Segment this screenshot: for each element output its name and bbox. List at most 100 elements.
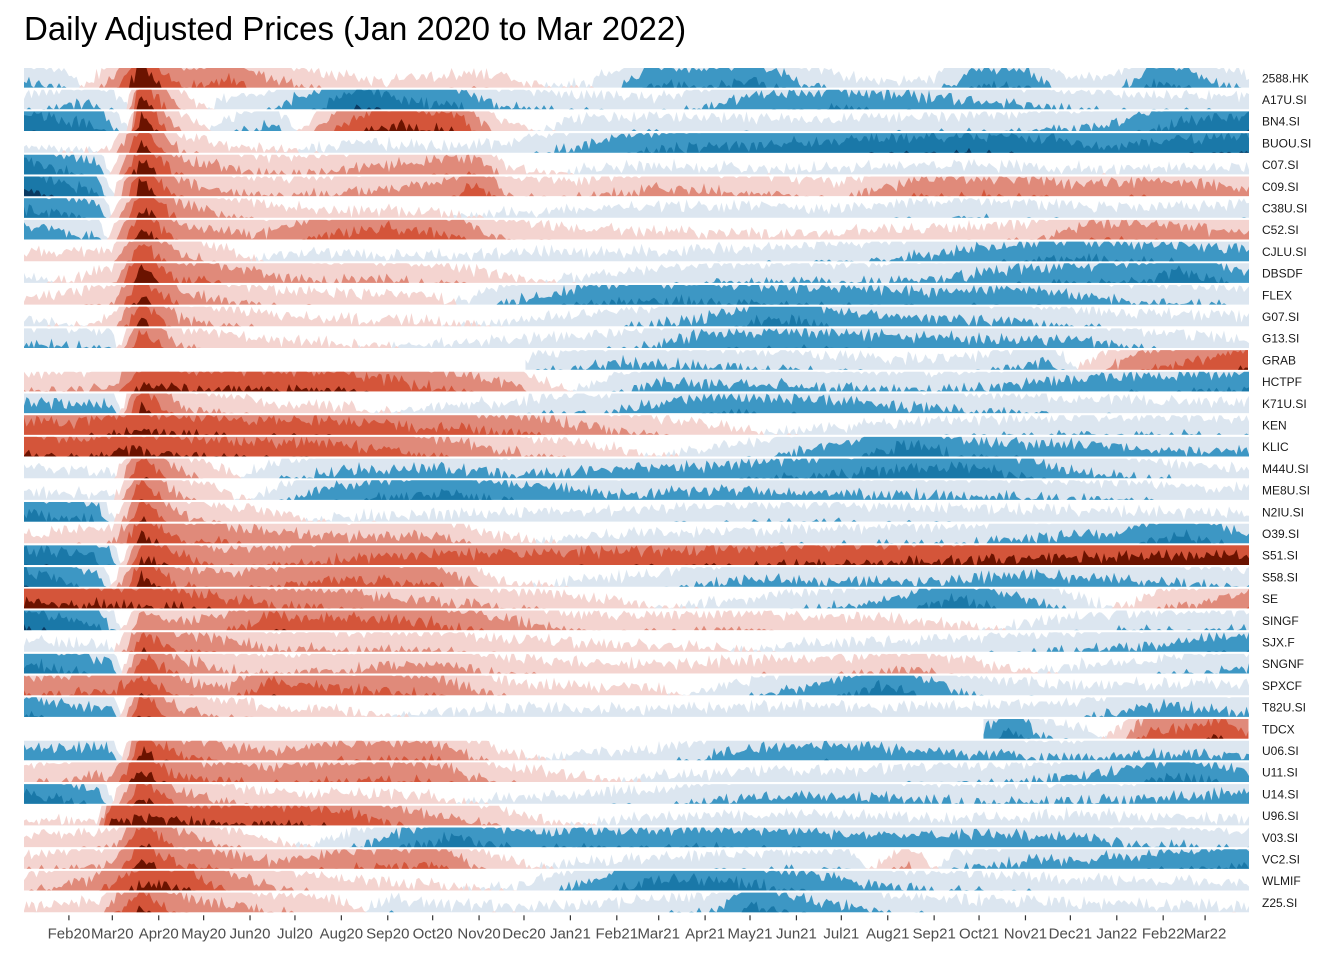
x-tick-label: May20 (181, 925, 226, 942)
positive-band-2 (24, 762, 1249, 782)
negative-band-2 (24, 111, 1249, 131)
series-row (24, 306, 1249, 327)
chart-title: Daily Adjusted Prices (Jan 2020 to Mar 2… (24, 10, 687, 47)
positive-band-3 (24, 873, 1249, 891)
negative-band-4 (24, 596, 1249, 609)
negative-band-2 (24, 762, 1249, 782)
positive-band-2 (24, 632, 1249, 652)
negative-band-1 (24, 285, 1249, 305)
row-label: Z25.SI (1262, 896, 1297, 910)
x-tick-label: Jul20 (277, 925, 313, 942)
series-row (24, 762, 1249, 782)
row-label: TDCX (1262, 722, 1295, 736)
series-row (24, 870, 1249, 891)
negative-band-2 (24, 740, 1249, 761)
positive-band-2 (24, 328, 1249, 348)
series-row (24, 371, 1249, 392)
positive-band-1 (24, 89, 1249, 110)
negative-band-1 (24, 632, 1249, 652)
positive-band-1 (24, 806, 1249, 826)
series-row (24, 133, 1249, 153)
row-labels: 2588.HK A17U.SI BN4.SI BUOU.SI C07.SI C09.SI C… (1262, 71, 1311, 910)
x-tick-label: May21 (728, 925, 773, 942)
negative-band-4 (983, 734, 1249, 739)
negative-band-4 (24, 68, 1249, 88)
x-tick-label: Jan21 (550, 925, 591, 942)
positive-band-3 (24, 133, 1249, 153)
series-row (24, 653, 1249, 674)
row-label: U06.SI (1262, 744, 1299, 758)
negative-band-3 (24, 827, 1249, 848)
row-label: U11.SI (1262, 766, 1298, 780)
positive-band-1 (24, 68, 1249, 88)
positive-band-2 (24, 429, 1249, 435)
row-label: K71U.SI (1262, 397, 1307, 411)
series-row (24, 740, 1249, 761)
x-tick-label: Mar22 (1184, 925, 1227, 942)
series-row (24, 219, 1249, 240)
series-row (24, 545, 1249, 565)
row-label: M44U.SI (1262, 462, 1309, 476)
negative-band-3 (24, 329, 1249, 348)
negative-band-3 (24, 458, 1249, 479)
x-tick-label: Apr20 (139, 925, 179, 942)
row-label: KEN (1262, 419, 1287, 433)
negative-band-4 (24, 569, 1249, 587)
x-tick-label: Jun21 (776, 925, 817, 942)
negative-band-4 (24, 381, 1249, 392)
row-label: FLEX (1262, 288, 1292, 302)
positive-band-1 (24, 697, 1249, 717)
positive-band-1 (24, 263, 1249, 283)
x-tick-label: Feb20 (48, 925, 91, 942)
row-label: BUOU.SI (1262, 136, 1311, 150)
positive-band-1 (24, 892, 1249, 913)
negative-band-3 (24, 784, 1249, 804)
series-row (24, 263, 1249, 283)
row-label: ME8U.SI (1262, 484, 1310, 498)
positive-band-2 (24, 371, 1249, 392)
positive-band-2 (24, 827, 1249, 848)
positive-band-3 (983, 727, 1249, 739)
positive-band-3 (24, 461, 1249, 479)
negative-band-4 (24, 401, 1249, 414)
negative-band-1 (24, 263, 1249, 283)
negative-band-1 (24, 892, 1249, 913)
negative-band-3 (24, 653, 1249, 674)
row-label: S58.SI (1262, 570, 1298, 584)
negative-band-2 (24, 219, 1249, 240)
row-label: CJLU.SI (1262, 245, 1307, 259)
positive-band-2 (24, 523, 1249, 544)
series-row (24, 176, 1249, 197)
series-row (24, 458, 1249, 479)
negative-band-4 (24, 879, 1249, 891)
negative-band-3 (24, 545, 1249, 565)
negative-band-1 (24, 306, 1249, 327)
series-row (24, 610, 1249, 631)
positive-band-1 (24, 849, 1249, 869)
negative-band-4 (24, 746, 1249, 761)
series-row (24, 68, 1249, 88)
negative-band-1 (24, 393, 1249, 414)
x-tick-label: Sep21 (912, 925, 955, 942)
negative-band-4 (24, 207, 1249, 218)
row-label: A17U.SI (1262, 93, 1307, 107)
negative-band-4 (24, 771, 1249, 782)
negative-band-1 (24, 870, 1249, 891)
negative-band-3 (24, 480, 1249, 500)
negative-band-3 (525, 350, 1248, 370)
series-row (24, 523, 1249, 544)
row-label: SINGF (1262, 614, 1299, 628)
positive-band-3 (24, 592, 1249, 609)
row-label: KLIC (1262, 440, 1289, 454)
negative-band-4 (24, 139, 1249, 153)
positive-band-2 (24, 241, 1249, 262)
row-label: C38U.SI (1262, 202, 1307, 216)
negative-band-1 (24, 68, 1249, 88)
series-row (24, 241, 1249, 262)
series-row (24, 632, 1249, 652)
series-row (24, 849, 1249, 869)
positive-band-1 (983, 719, 1249, 739)
row-label: WLMIF (1262, 874, 1301, 888)
negative-band-2 (24, 588, 1249, 609)
series-row (24, 827, 1249, 848)
